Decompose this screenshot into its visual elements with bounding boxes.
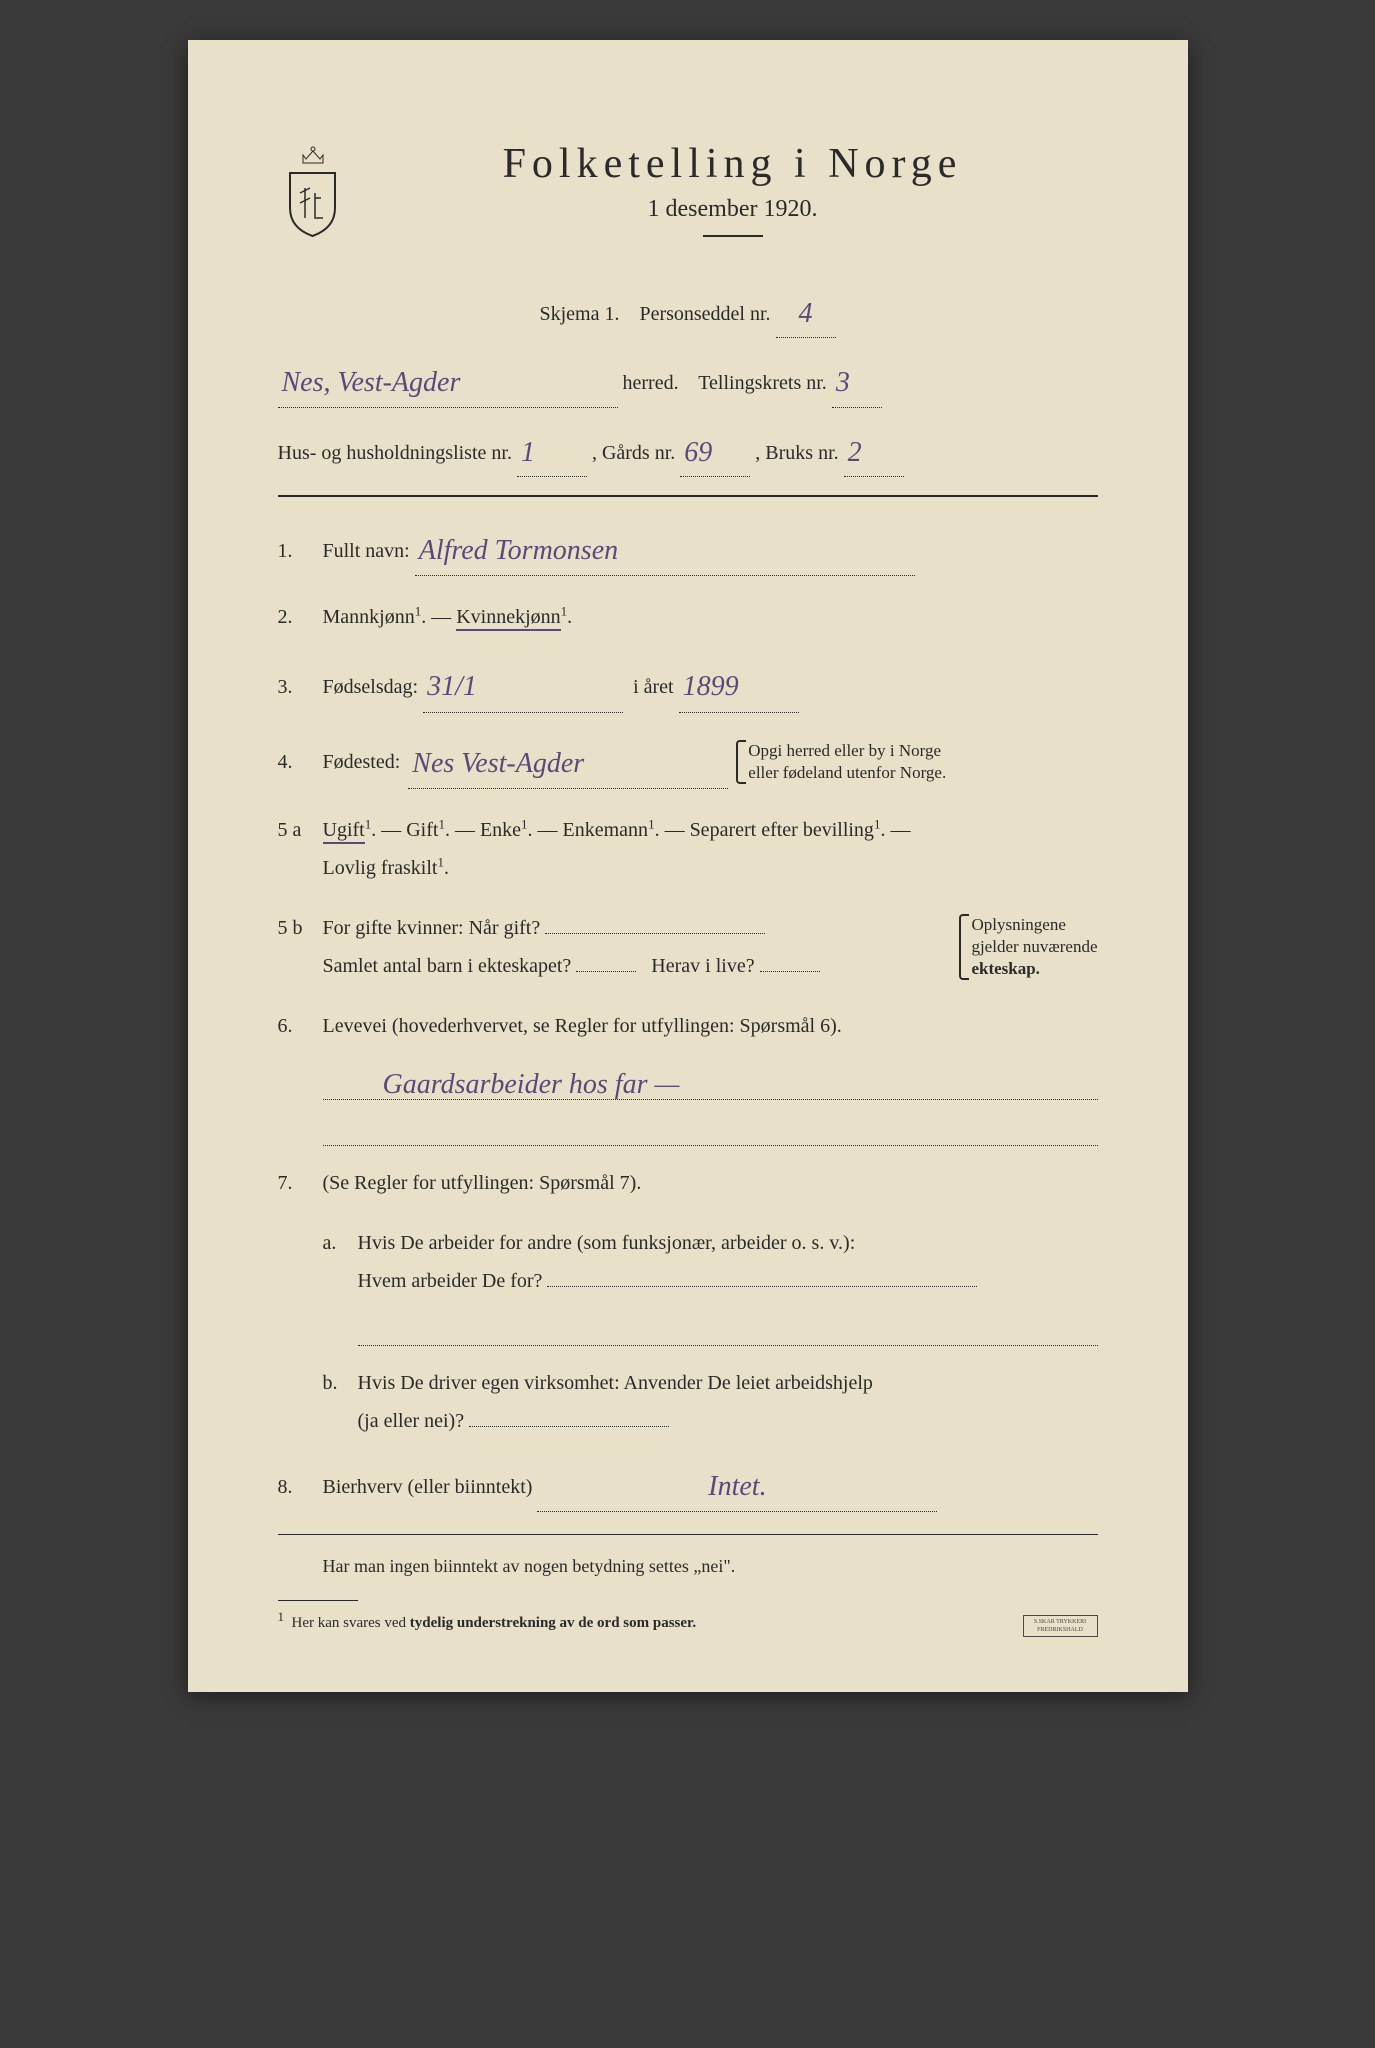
question-3: 3. Fødselsdag: 31/1 i året 1899 — [278, 658, 1098, 712]
q7a-label2: Hvem arbeider De for? — [358, 1270, 543, 1292]
q5b-note: Oplysningene gjelder nuværende ekteskap. — [959, 914, 1097, 980]
gards-value: 69 — [684, 437, 712, 468]
q4-note: Opgi herred eller by i Norge eller fødel… — [736, 740, 946, 784]
title-divider — [703, 235, 763, 237]
q6-answer-area: Gaardsarbeider hos far — — [323, 1067, 1098, 1146]
form-header: Folketelling i Norge 1 desember 1920. — [278, 140, 1098, 257]
question-7: 7. (Se Regler for utfyllingen: Spørsmål … — [278, 1164, 1098, 1202]
question-5b: 5 b For gifte kvinner: Når gift? Samlet … — [278, 909, 1098, 985]
subtitle: 1 desember 1920. — [368, 196, 1098, 223]
title-block: Folketelling i Norge 1 desember 1920. — [368, 140, 1098, 257]
q7b-label: Hvis De driver egen virksomhet: Anvender… — [358, 1372, 873, 1394]
q5a-ugift: Ugift — [323, 819, 365, 844]
q6-value: Gaardsarbeider hos far — — [383, 1069, 680, 1100]
q7-num: 7. — [278, 1172, 323, 1195]
gards-label: , Gårds nr. — [592, 442, 675, 464]
q1-label: Fullt navn: — [323, 540, 410, 562]
q5a-enkemann: Enkemann — [563, 819, 649, 841]
bruks-label: , Bruks nr. — [755, 442, 838, 464]
q2-mannkjonn: Mannkjønn — [323, 606, 415, 628]
q7-label: (Se Regler for utfyllingen: Spørsmål 7). — [323, 1172, 642, 1194]
q4-label: Fødested: — [323, 743, 401, 781]
tellingskrets-label: Tellingskrets nr. — [698, 372, 827, 394]
q4-num: 4. — [278, 751, 323, 774]
q5a-enke: Enke — [480, 819, 521, 841]
skjema-line: Skjema 1. Personseddel nr. 4 — [278, 287, 1098, 338]
q5a-gift: Gift — [406, 819, 438, 841]
q4-value: Nes Vest-Agder — [412, 748, 584, 779]
question-7b: b. Hvis De driver egen virksomhet: Anven… — [323, 1364, 1098, 1440]
q5a-num: 5 a — [278, 819, 323, 842]
q7a-letter: a. — [323, 1232, 358, 1255]
printer-stamp: S.SKAR TRYKKERI FREDRIKSHALD — [1023, 1615, 1098, 1637]
q6-label: Levevei (hovederhvervet, se Regler for u… — [323, 1015, 842, 1037]
q8-value: Intet. — [708, 1471, 766, 1502]
section-divider-2 — [278, 1534, 1098, 1535]
herred-value: Nes, Vest-Agder — [282, 367, 461, 398]
q3-year-label: i året — [633, 676, 674, 698]
q7a-label: Hvis De arbeider for andre (som funksjon… — [358, 1232, 856, 1254]
q1-num: 1. — [278, 540, 323, 563]
herred-label: herred. — [623, 372, 679, 394]
question-6: 6. Levevei (hovederhvervet, se Regler fo… — [278, 1007, 1098, 1045]
husliste-value: 1 — [521, 437, 535, 468]
q8-label: Bierhverv (eller biinntekt) — [323, 1476, 533, 1498]
personseddel-value: 4 — [799, 298, 813, 329]
question-8: 8. Bierhverv (eller biinntekt) Intet. — [278, 1458, 1098, 1512]
main-title: Folketelling i Norge — [368, 140, 1098, 188]
q8-note: Har man ingen biinntekt av nogen betydni… — [323, 1550, 1098, 1582]
question-2: 2. Mannkjønn1. — Kvinnekjønn1. — [278, 598, 1098, 636]
q5b-line1: For gifte kvinner: Når gift? — [323, 917, 541, 939]
q3-year-value: 1899 — [683, 671, 739, 702]
q1-value: Alfred Tormonsen — [419, 535, 618, 566]
q3-day-value: 31/1 — [427, 671, 477, 702]
question-7a: a. Hvis De arbeider for andre (som funks… — [323, 1224, 1098, 1300]
husliste-label: Hus- og husholdningsliste nr. — [278, 442, 512, 464]
hus-line: Hus- og husholdningsliste nr. 1 , Gårds … — [278, 426, 1098, 477]
question-1: 1. Fullt navn: Alfred Tormonsen — [278, 522, 1098, 576]
q5b-line2a: Samlet antal barn i ekteskapet? — [323, 955, 572, 977]
question-4: 4. Fødested: Nes Vest-Agder Opgi herred … — [278, 735, 1098, 789]
personseddel-label: Personseddel nr. — [639, 303, 770, 325]
tellingskrets-value: 3 — [836, 367, 850, 398]
q6-num: 6. — [278, 1015, 323, 1038]
section-divider-1 — [278, 495, 1098, 497]
q7b-label2: (ja eller nei)? — [358, 1410, 465, 1432]
q2-num: 2. — [278, 606, 323, 629]
q5a-separert: Separert efter bevilling — [690, 819, 874, 841]
herred-line: Nes, Vest-Agder herred. Tellingskrets nr… — [278, 356, 1098, 407]
census-form-document: Folketelling i Norge 1 desember 1920. Sk… — [188, 40, 1188, 1692]
bruks-value: 2 — [848, 437, 862, 468]
q7b-letter: b. — [323, 1372, 358, 1395]
q2-kvinnekjonn: Kvinnekjønn — [456, 606, 560, 631]
q5b-num: 5 b — [278, 917, 323, 940]
q5a-lovlig: Lovlig fraskilt — [323, 857, 438, 879]
q3-num: 3. — [278, 676, 323, 699]
coat-of-arms-icon — [278, 145, 348, 245]
question-5a: 5 a Ugift1. — Gift1. — Enke1. — Enkemann… — [278, 811, 1098, 887]
footnote-marker: 1 — [278, 1609, 285, 1624]
q5b-line2b: Herav i live? — [651, 955, 754, 977]
q3-label: Fødselsdag: — [323, 676, 419, 698]
footnote: 1 Her kan svares ved tydelig understrekn… — [278, 1600, 1098, 1632]
footnote-text: Her kan svares ved tydelig understreknin… — [292, 1615, 697, 1631]
q8-num: 8. — [278, 1476, 323, 1499]
skjema-label: Skjema 1. — [539, 303, 619, 325]
